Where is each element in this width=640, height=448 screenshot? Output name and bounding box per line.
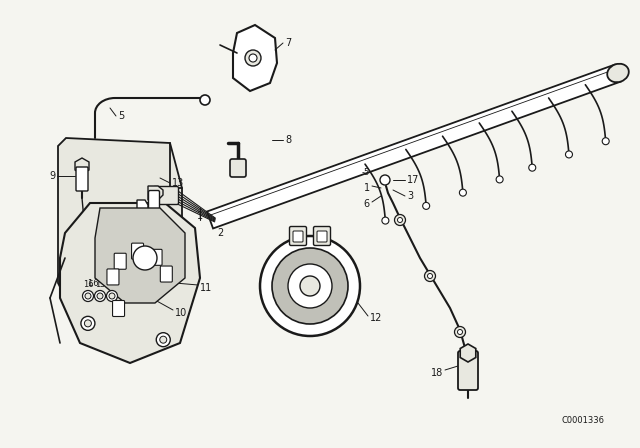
Text: 18: 18 [431, 368, 443, 378]
Circle shape [95, 290, 106, 302]
Polygon shape [60, 203, 200, 363]
FancyBboxPatch shape [132, 243, 143, 259]
Text: C0001336: C0001336 [562, 415, 605, 425]
FancyBboxPatch shape [114, 253, 126, 269]
Text: 4: 4 [134, 221, 140, 231]
Text: -5: -5 [362, 168, 370, 177]
Text: 9: 9 [49, 171, 55, 181]
Circle shape [84, 320, 92, 327]
Circle shape [394, 215, 406, 225]
Text: 5: 5 [118, 111, 124, 121]
Circle shape [288, 264, 332, 308]
Polygon shape [148, 186, 163, 200]
Circle shape [85, 293, 91, 299]
Circle shape [566, 151, 572, 158]
Polygon shape [95, 208, 185, 303]
Circle shape [496, 176, 503, 183]
Text: 17: 17 [407, 175, 419, 185]
Circle shape [83, 290, 93, 302]
FancyBboxPatch shape [113, 301, 125, 316]
Circle shape [300, 276, 320, 296]
FancyBboxPatch shape [314, 227, 330, 246]
Circle shape [106, 290, 118, 302]
Text: 3: 3 [407, 191, 413, 201]
Circle shape [156, 333, 170, 347]
Text: 11: 11 [200, 283, 212, 293]
Circle shape [133, 246, 157, 270]
Circle shape [422, 202, 429, 209]
Circle shape [249, 54, 257, 62]
Circle shape [200, 95, 210, 105]
FancyBboxPatch shape [230, 159, 246, 177]
Polygon shape [58, 138, 182, 293]
Circle shape [160, 336, 167, 343]
Text: 10: 10 [175, 308, 188, 318]
Text: 3: 3 [152, 221, 158, 231]
Text: 1: 1 [364, 183, 370, 193]
Circle shape [428, 273, 433, 279]
Circle shape [460, 189, 467, 196]
FancyBboxPatch shape [293, 231, 303, 242]
Text: 14: 14 [107, 280, 117, 289]
FancyBboxPatch shape [154, 186, 179, 204]
FancyBboxPatch shape [150, 250, 162, 265]
Circle shape [109, 293, 115, 299]
FancyBboxPatch shape [289, 227, 307, 246]
Text: 16: 16 [83, 280, 93, 289]
Circle shape [245, 50, 261, 66]
Text: 13: 13 [172, 178, 184, 188]
Text: 2: 2 [217, 228, 223, 238]
Text: 12: 12 [370, 313, 382, 323]
Ellipse shape [607, 64, 628, 82]
Text: 15: 15 [95, 280, 105, 289]
Circle shape [458, 329, 463, 335]
Circle shape [97, 293, 103, 299]
FancyBboxPatch shape [107, 269, 119, 285]
Circle shape [424, 271, 435, 281]
Text: 1: 1 [197, 211, 203, 221]
FancyBboxPatch shape [148, 190, 159, 211]
Circle shape [529, 164, 536, 171]
Circle shape [272, 248, 348, 324]
Text: 16  15  14: 16 15 14 [88, 279, 130, 288]
Polygon shape [75, 158, 89, 174]
Circle shape [397, 217, 403, 223]
FancyBboxPatch shape [317, 231, 327, 242]
Circle shape [602, 138, 609, 145]
FancyBboxPatch shape [160, 266, 172, 282]
Circle shape [260, 236, 360, 336]
Text: 6: 6 [364, 199, 370, 209]
Text: 8: 8 [285, 135, 291, 145]
Polygon shape [460, 344, 476, 362]
Circle shape [382, 217, 389, 224]
FancyBboxPatch shape [76, 167, 88, 191]
Circle shape [81, 316, 95, 330]
Polygon shape [207, 65, 621, 228]
Polygon shape [137, 200, 148, 216]
Polygon shape [233, 25, 277, 91]
Circle shape [380, 175, 390, 185]
Circle shape [454, 327, 465, 337]
Text: 7: 7 [285, 38, 291, 48]
FancyBboxPatch shape [458, 351, 478, 390]
